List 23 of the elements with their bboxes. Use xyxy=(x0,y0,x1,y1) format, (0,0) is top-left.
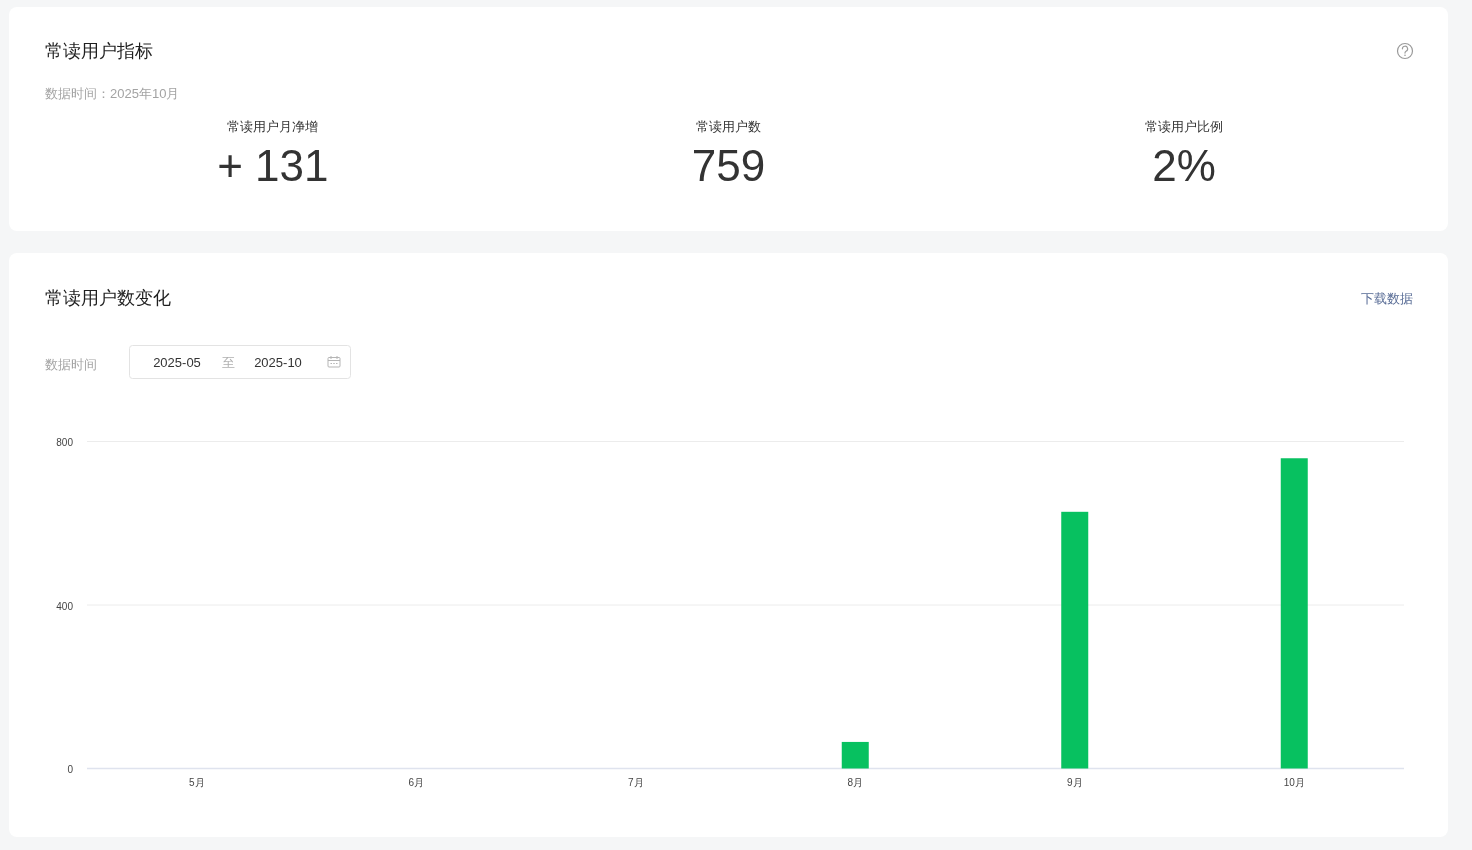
text: 常读用户比例 xyxy=(1145,118,1224,134)
x-tick-label: 8月 xyxy=(847,777,864,788)
text: 2% xyxy=(1152,140,1216,190)
x-tick-label: 10月 xyxy=(1283,777,1305,788)
text: 常读用户数 xyxy=(696,118,761,134)
text: 常读用户指标 xyxy=(45,41,153,61)
x-tick-label: 5月 xyxy=(188,777,205,788)
y-tick-label: 800 xyxy=(56,437,74,448)
x-tick-label: 6月 xyxy=(408,777,425,788)
text: 2025-05 xyxy=(153,354,201,370)
y-tick-label: 400 xyxy=(56,600,74,612)
x-tick-label: 9月 xyxy=(1066,777,1083,788)
chart-title: 常读用户数变化 xyxy=(45,288,171,308)
x-tick-label: 7月 xyxy=(627,777,644,788)
text: 下载数据 xyxy=(1361,290,1413,306)
text: 至 xyxy=(221,354,235,370)
text: 数据时间 xyxy=(45,356,97,372)
text: + 131 xyxy=(217,140,329,190)
y-tick-label: 0 xyxy=(67,764,74,775)
text: 759 xyxy=(691,140,766,190)
text: 2025-10 xyxy=(254,354,302,370)
text: 常读用户月净增 xyxy=(227,118,319,134)
text: 数据时间：2025年10月 xyxy=(45,85,180,101)
